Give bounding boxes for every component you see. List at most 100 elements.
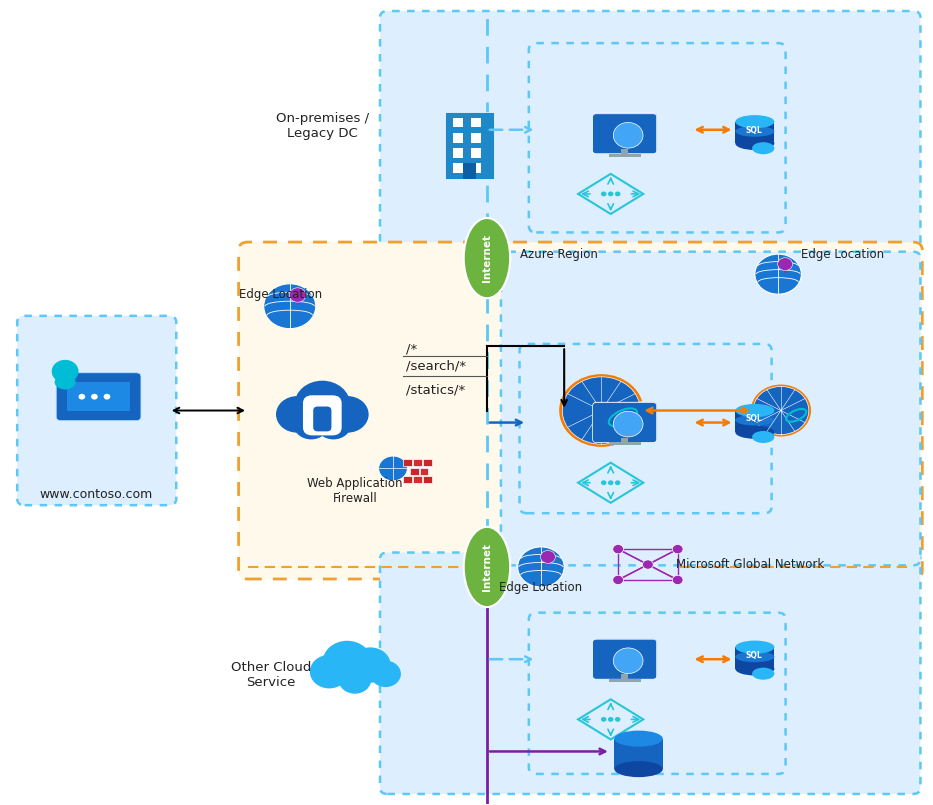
Circle shape — [276, 396, 318, 432]
Circle shape — [613, 411, 643, 437]
Circle shape — [323, 641, 371, 683]
Circle shape — [315, 409, 352, 440]
FancyBboxPatch shape — [453, 118, 464, 127]
FancyBboxPatch shape — [471, 163, 480, 173]
Circle shape — [615, 192, 620, 196]
FancyBboxPatch shape — [463, 163, 476, 180]
Text: /statics/*: /statics/* — [406, 384, 466, 397]
FancyBboxPatch shape — [410, 468, 419, 474]
Text: www.contoso.com: www.contoso.com — [39, 489, 153, 502]
Text: SQL: SQL — [745, 415, 762, 423]
FancyBboxPatch shape — [303, 395, 341, 436]
Polygon shape — [293, 299, 302, 305]
Ellipse shape — [735, 415, 774, 426]
Circle shape — [613, 648, 643, 674]
Circle shape — [751, 385, 811, 436]
Bar — [621, 675, 628, 681]
Ellipse shape — [752, 142, 774, 155]
Circle shape — [293, 409, 329, 440]
FancyBboxPatch shape — [593, 402, 658, 442]
FancyBboxPatch shape — [424, 477, 432, 483]
Bar — [621, 438, 628, 444]
Circle shape — [601, 717, 606, 722]
FancyBboxPatch shape — [593, 638, 658, 679]
Ellipse shape — [615, 731, 662, 747]
Ellipse shape — [752, 667, 774, 679]
Text: Azure Region: Azure Region — [521, 248, 598, 261]
Circle shape — [613, 544, 623, 554]
Circle shape — [778, 258, 792, 270]
FancyBboxPatch shape — [403, 477, 412, 483]
Circle shape — [295, 381, 350, 429]
FancyBboxPatch shape — [56, 373, 141, 420]
FancyBboxPatch shape — [413, 459, 422, 466]
Circle shape — [753, 386, 809, 435]
Circle shape — [370, 661, 401, 687]
Ellipse shape — [735, 651, 774, 663]
Ellipse shape — [735, 126, 774, 137]
FancyBboxPatch shape — [471, 133, 480, 142]
FancyBboxPatch shape — [593, 639, 657, 679]
Ellipse shape — [735, 404, 774, 417]
Circle shape — [339, 666, 371, 694]
Bar — [735, 647, 774, 669]
Bar — [735, 411, 774, 432]
FancyBboxPatch shape — [471, 148, 480, 158]
FancyBboxPatch shape — [380, 552, 921, 794]
Ellipse shape — [735, 641, 774, 654]
FancyBboxPatch shape — [239, 242, 923, 579]
Ellipse shape — [735, 663, 774, 675]
FancyBboxPatch shape — [593, 402, 657, 442]
FancyBboxPatch shape — [592, 114, 657, 154]
FancyBboxPatch shape — [529, 43, 786, 233]
FancyBboxPatch shape — [453, 163, 464, 173]
Circle shape — [350, 647, 391, 683]
Ellipse shape — [735, 115, 774, 128]
Bar — [615, 739, 662, 769]
Ellipse shape — [735, 137, 774, 150]
Circle shape — [601, 192, 606, 196]
Circle shape — [104, 394, 110, 399]
Circle shape — [540, 551, 555, 563]
Polygon shape — [544, 560, 552, 566]
Circle shape — [601, 481, 606, 485]
Bar — [621, 149, 628, 155]
Polygon shape — [781, 267, 789, 273]
Circle shape — [615, 481, 620, 485]
Circle shape — [518, 547, 564, 587]
Circle shape — [608, 192, 614, 196]
FancyBboxPatch shape — [313, 407, 331, 431]
Text: Microsoft Global Network: Microsoft Global Network — [675, 558, 824, 571]
Circle shape — [289, 288, 306, 302]
FancyBboxPatch shape — [529, 613, 786, 774]
Ellipse shape — [464, 526, 510, 607]
FancyBboxPatch shape — [593, 113, 658, 153]
Circle shape — [615, 717, 620, 722]
FancyBboxPatch shape — [444, 112, 494, 180]
FancyBboxPatch shape — [592, 402, 657, 443]
FancyBboxPatch shape — [593, 114, 657, 154]
Circle shape — [608, 481, 614, 485]
Circle shape — [310, 655, 349, 688]
FancyBboxPatch shape — [403, 459, 412, 466]
FancyBboxPatch shape — [520, 344, 772, 514]
Text: Edge Location: Edge Location — [239, 287, 322, 301]
Text: Other Cloud
Service: Other Cloud Service — [231, 661, 312, 689]
Bar — [608, 679, 641, 682]
Circle shape — [327, 396, 369, 432]
Circle shape — [613, 576, 623, 584]
Bar — [608, 154, 641, 157]
FancyBboxPatch shape — [17, 316, 176, 506]
Circle shape — [755, 254, 801, 294]
FancyBboxPatch shape — [420, 468, 428, 474]
Circle shape — [91, 394, 98, 399]
Circle shape — [78, 394, 85, 399]
FancyBboxPatch shape — [67, 382, 130, 411]
Ellipse shape — [615, 761, 662, 777]
Text: SQL: SQL — [745, 651, 762, 660]
FancyBboxPatch shape — [424, 459, 432, 466]
Text: Edge Location: Edge Location — [801, 248, 884, 261]
Bar — [608, 443, 641, 445]
Circle shape — [559, 374, 644, 447]
Ellipse shape — [752, 431, 774, 443]
